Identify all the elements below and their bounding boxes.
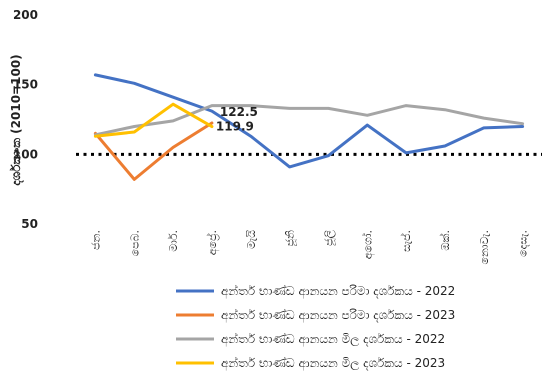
x-tick-label: මාර්.	[167, 230, 180, 252]
x-tick-label: ජන.	[89, 230, 102, 250]
legend: අන්තර් භාණ්ඩ ආනයන පරිමා දර්ශකය - 2022 අන්…	[176, 284, 455, 371]
x-tick-label: ඔක්.	[438, 230, 452, 251]
x-axis-ticks: ජන. පෙබ. මාර්. අප්‍රේ. මැයි ජූනි ජූලි අගෝ. සැප්.…	[89, 229, 529, 264]
series-line-3	[93, 102, 214, 138]
series-layer	[93, 73, 525, 181]
y-axis-title-group: දර්ශකාංක (2010=100)	[9, 54, 24, 185]
x-tick-label: ජූනි	[284, 230, 297, 247]
x-tick-label: අගෝ.	[360, 230, 375, 259]
y-tick-label: 150	[13, 78, 38, 92]
legend-label: අන්තර් භාණ්ඩ ආනයන පරිමා දර්ශකය - 2023	[221, 308, 455, 323]
x-tick-label: අප්‍රේ.	[205, 230, 220, 255]
x-tick-label: සැප්.	[399, 230, 413, 252]
x-tick-label: ජූලි	[322, 229, 336, 246]
y-axis-title: දර්ශකාංක (2010=100)	[9, 54, 24, 185]
data-label: 122.5	[220, 105, 258, 119]
legend-label: අන්තර් භාණ්ඩ ආනයන මිල දර්ශකය - 2022	[221, 332, 445, 347]
x-tick-label: මැයි	[245, 230, 258, 249]
y-tick-label: 50	[21, 217, 38, 231]
data-label: 119.9	[216, 120, 254, 134]
legend-label: අන්තර් භාණ්ඩ ආනයන පරිමා දර්ශකය - 2022	[221, 284, 455, 299]
series-line-2	[93, 104, 525, 137]
x-tick-label: නොවැ.	[478, 230, 491, 265]
series-line-0	[93, 73, 525, 169]
y-tick-label: 100	[13, 147, 38, 161]
y-axis-ticks: 50 100 150 200	[13, 8, 38, 231]
y-tick-label: 200	[13, 8, 38, 22]
x-tick-label: පෙබ.	[128, 230, 141, 256]
x-tick-label: දෙසැ.	[517, 230, 530, 257]
legend-label: අන්තර් භාණ්ඩ ආනයන මිල දර්ශකය - 2023	[221, 356, 445, 371]
series-line-1	[93, 121, 214, 181]
